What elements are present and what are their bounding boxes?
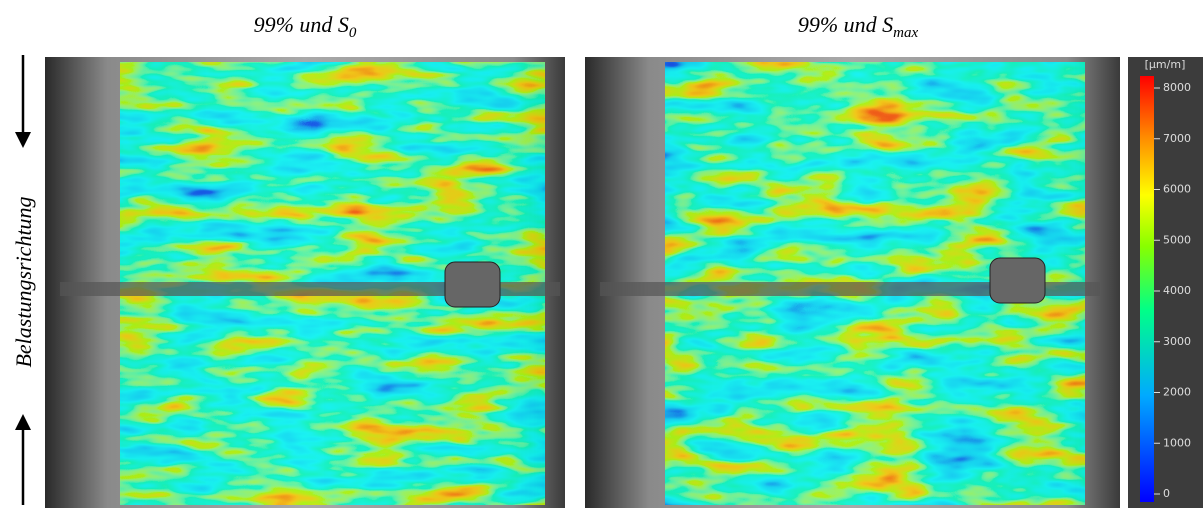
title-sub: 0 bbox=[349, 25, 357, 41]
title-text: 99% und S bbox=[254, 12, 349, 37]
side-label: Belastungsrichtung bbox=[11, 196, 36, 367]
tick-label: 1000 bbox=[1163, 436, 1191, 449]
tick-label: 0 bbox=[1163, 487, 1170, 500]
colorbar: [µm/m] 0 1000 2000 3000 4000 5000 6000 7000 8000 bbox=[1128, 57, 1203, 508]
sensor-cable bbox=[60, 282, 560, 296]
clamp bbox=[444, 261, 501, 308]
tick-label: 8000 bbox=[1163, 81, 1191, 94]
colorbar-scale bbox=[1140, 76, 1154, 502]
panel-title: 99% und S0 bbox=[254, 12, 357, 41]
tick-label: 7000 bbox=[1163, 132, 1191, 145]
tick-label: 6000 bbox=[1163, 183, 1191, 196]
tick-label: 5000 bbox=[1163, 233, 1191, 246]
strain-panel bbox=[45, 57, 565, 508]
clamp bbox=[989, 257, 1046, 304]
strain-panel bbox=[585, 57, 1120, 508]
arrow-head bbox=[15, 132, 31, 148]
title-sub: max bbox=[893, 25, 918, 41]
arrow-head bbox=[15, 414, 31, 430]
panel-title: 99% und Smax bbox=[798, 12, 919, 41]
tick-label: 2000 bbox=[1163, 386, 1191, 399]
title-text: 99% und S bbox=[798, 12, 893, 37]
tick-label: 3000 bbox=[1163, 335, 1191, 348]
sensor-cable bbox=[600, 282, 1100, 296]
colorbar-label: [µm/m] bbox=[1145, 58, 1186, 71]
side-annotation: Belastungsrichtung bbox=[11, 55, 36, 505]
tick-label: 4000 bbox=[1163, 284, 1191, 297]
